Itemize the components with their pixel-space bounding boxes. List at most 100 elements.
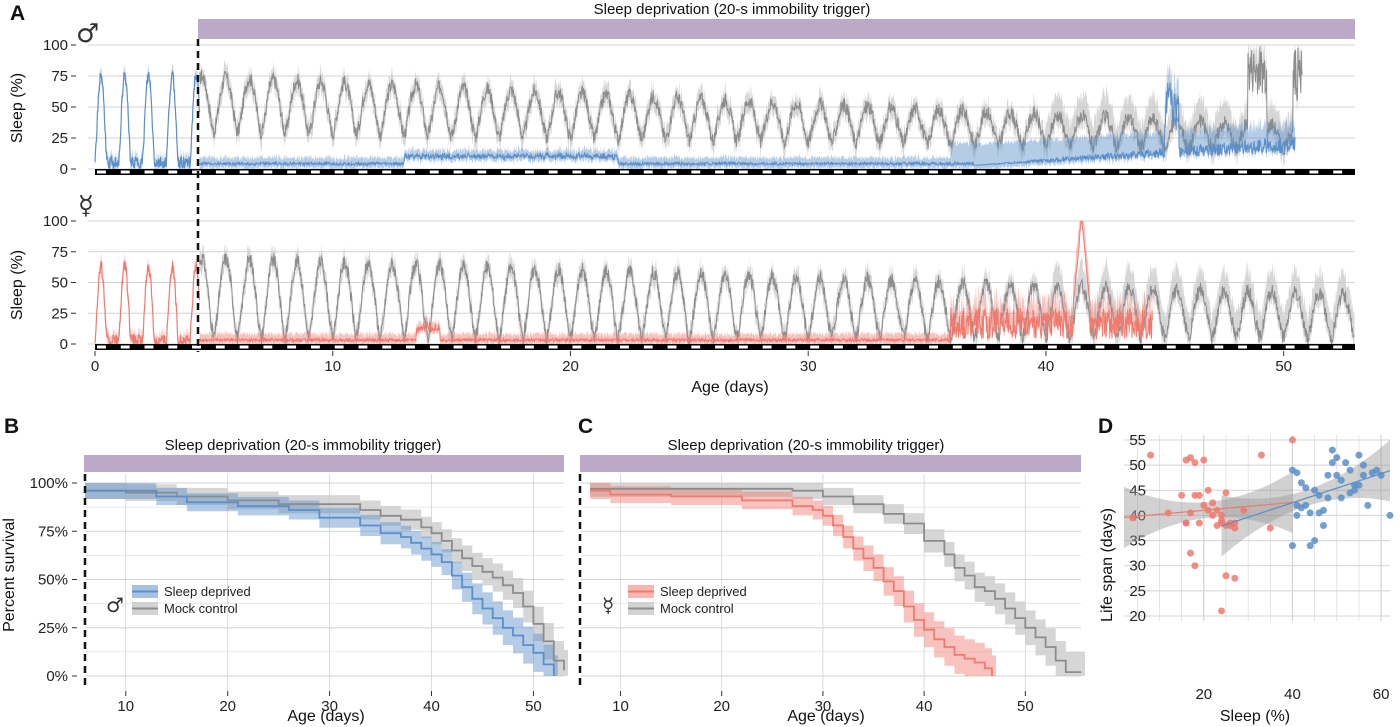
control-point [1346,489,1354,497]
a-female-ylabel: Sleep (%) [9,250,26,320]
light-segment [643,170,653,174]
control-point [1364,501,1372,509]
light-segment [1214,170,1224,174]
control-point [1320,506,1328,514]
light-segment [168,345,178,349]
a-male-light-dark-bar [95,169,1355,175]
ytick-label: 75 [51,244,68,261]
deprived-point [1222,572,1230,580]
deprived-point [1187,549,1195,557]
light-segment [881,345,891,349]
light-segment [1309,170,1319,174]
panel-c: C Sleep deprivation (20-s immobility tri… [578,415,1085,725]
xtick-label: 30 [321,698,338,715]
control-point [1355,481,1363,489]
light-segment [857,345,867,349]
light-segment [1261,170,1271,174]
a-male-yticks: 0 25 50 75 100 [43,37,76,178]
deprived-point [1231,524,1239,532]
ytick-label: 25% [38,620,68,637]
light-segment [1261,345,1271,349]
control-point [1346,466,1354,474]
male-symbol-a: ♂ [76,19,99,49]
deprived-point [1257,451,1265,459]
deprived-point [1209,511,1217,519]
light-segment [572,345,582,349]
light-segment [976,345,986,349]
control-point [1302,501,1310,509]
light-segment [477,345,487,349]
xtick-label: 10 [612,698,629,715]
deprived-point [1200,501,1208,509]
light-segment [643,345,653,349]
light-segment [1071,170,1081,174]
banner-title-b: Sleep deprivation (20-s immobility trigg… [165,437,442,454]
light-segment [501,345,511,349]
control-line [199,252,1355,345]
ytick-label: 25 [1129,583,1146,600]
control-point [1328,446,1336,454]
control-point [1297,479,1305,487]
light-segment [1166,345,1176,349]
control-point [1306,542,1314,550]
light-segment [453,170,463,174]
panel-label-d: D [1098,415,1113,438]
light-segment [1333,345,1343,349]
control-survival-line [590,487,1081,673]
light-segment [406,345,415,349]
light-segment [1238,170,1248,174]
ytick-label: 100 [43,37,68,54]
deprived-point [1218,511,1226,519]
light-segment [548,170,558,174]
ytick-label: 75 [51,68,68,85]
ytick-label: 55 [1129,432,1146,449]
light-segment [215,170,225,174]
female-symbol-c: ☿ [602,593,614,617]
deprived-point [1218,607,1226,615]
deprived-point [1222,489,1230,497]
ytick-label: 50 [51,99,68,116]
light-segment [572,170,582,174]
light-segment [382,345,392,349]
light-segment [287,170,297,174]
light-segment [548,345,558,349]
c-series [590,483,1085,676]
control-point [1359,471,1367,479]
light-segment [620,170,629,174]
legend-c-label-deprived: Sleep deprived [660,584,747,599]
ytick-label: 100 [43,213,68,230]
ytick-label: 50 [1129,457,1146,474]
deprived-point [1195,519,1203,527]
light-segment [1119,345,1129,349]
a-xticks: 0 10 20 30 40 50 [91,351,1292,375]
b-xlabel: Age (days) [287,708,364,725]
baseline-line [94,70,201,170]
ytick-label: 75% [38,523,68,540]
light-segment [857,170,867,174]
banner-title-c: Sleep deprivation (20-s immobility trigg… [668,437,945,454]
d-xticks: 20 40 60 [1195,686,1389,703]
light-segment [334,170,344,174]
legend-c: Sleep deprived Mock control [628,584,747,616]
deprived-survival-line [590,489,993,676]
light-segment [263,345,273,349]
light-segment [453,345,463,349]
light-segment [1071,345,1081,349]
b-yticks: 0% 25% 50% 75% 100% [30,475,77,685]
panel-a: A Sleep deprivation (20-s immobility tri… [9,1,1355,396]
light-segment [833,345,843,349]
deprived-line [199,220,1153,344]
light-segment [310,170,320,174]
light-segment [97,170,106,174]
panel-label-c: C [578,415,593,438]
xtick-label: 20 [1195,686,1212,703]
light-segment [429,345,439,349]
light-segment [1000,170,1010,174]
light-segment [929,345,938,349]
light-segment [144,170,154,174]
ytick-label: 45 [1129,482,1146,499]
light-segment [215,345,225,349]
deprived-point [1204,486,1212,494]
deprived-point [1240,506,1248,514]
